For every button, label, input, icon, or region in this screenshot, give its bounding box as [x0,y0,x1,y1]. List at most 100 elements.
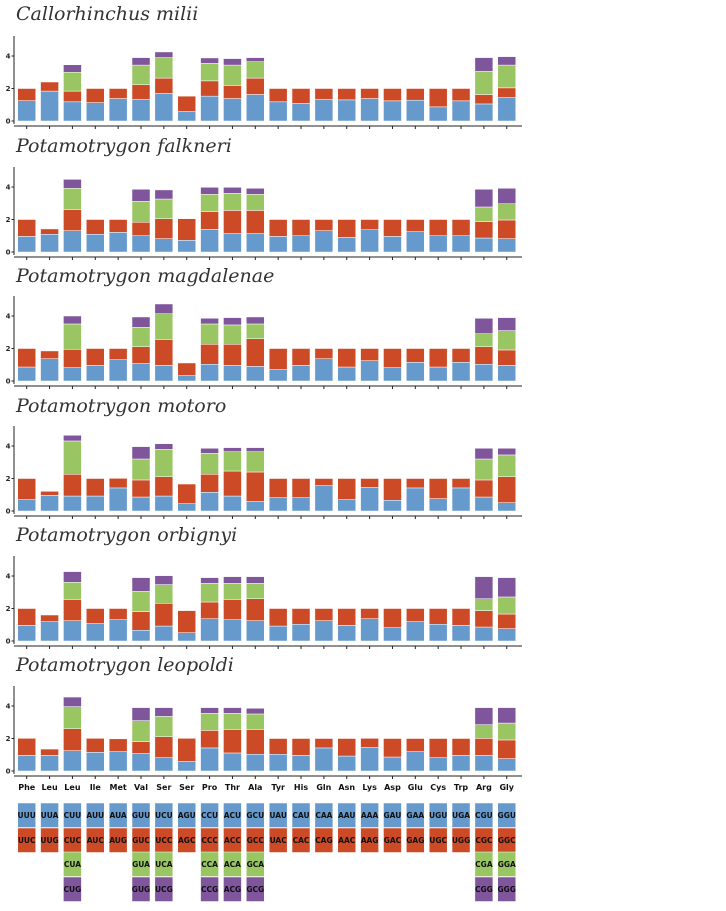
bar-segment-ugc [428,88,448,108]
bar-segment-uug [40,350,59,359]
codon-box [200,851,219,877]
bar-segment-ugg [451,478,471,489]
y-tick-label: 2 [6,475,11,483]
bar-segment-cca [200,194,219,212]
bar-segment-uca [154,313,174,340]
codon-label: AUU [86,811,104,820]
bar-segment-uga [451,487,471,512]
bar-segment-gcg [246,188,265,195]
bar-segment-uuc [17,478,36,500]
bar-segment-gag [406,478,425,489]
bar-segment-uau [268,369,288,382]
bar-segment-cgc [474,94,494,105]
bar-segment-ggc [497,87,517,98]
bar-segment-ccu [200,747,219,772]
bar-segment-cac [291,738,311,756]
bar-segment-guc [131,479,151,498]
bar-segment-gcc [246,471,265,502]
bar-segment-uca [154,57,174,79]
bar-segment-agu [177,632,196,642]
bar-segment-acu [223,752,242,772]
codon-label: AGU [178,811,196,820]
codon-label: UCC [155,836,173,845]
codon-label: GAA [406,811,424,820]
bar-segment-uga [451,362,471,382]
codon-box [497,876,517,902]
bar-segment-cau [291,624,311,642]
bar-segment-acc [223,599,242,620]
bar-segment-aag [360,738,379,748]
codon-label: GCC [247,836,265,845]
bar-segment-ucc [154,339,174,366]
bar-segment-gua [131,720,151,742]
codon-label: UCA [155,860,173,869]
bar-segment-gcc [246,338,265,367]
bar-segment-cga [474,206,494,222]
codon-box [131,851,151,877]
bar-segment-cga [474,724,494,739]
bar-segment-guc [131,611,151,631]
bar-segment-aug [108,608,128,620]
y-tick-label: 0 [6,638,11,646]
bar-segment-cag [314,219,334,231]
bar-segment-aau [337,755,356,772]
codon-label: AGC [178,836,196,845]
bar-segment-uua [40,234,59,253]
bar-segment-ucc [154,603,174,627]
bar-segment-cau [291,103,311,122]
bar-segment-aua [108,487,128,512]
category-label: Ser [179,783,194,792]
y-tick-label: 0 [6,378,11,386]
bar-segment-uug [40,748,59,756]
category-label: Asp [384,783,401,792]
y-tick-label: 0 [6,768,11,776]
category-label: Ile [90,783,102,792]
category-label: Leu [41,783,58,792]
category-label: Ser [156,783,171,792]
codon-box [451,827,471,853]
bar-segment-guc [131,346,151,364]
codon-box [474,802,494,828]
bar-segment-cca [200,453,219,475]
panel-0: Callorhinchus milii 0 2 4 [6,3,522,129]
codon-label: UUA [41,811,59,820]
bar-segment-cgg [474,576,494,600]
bar-segment-cua [63,323,82,350]
bar-segment-gug [131,57,151,66]
bar-segment-gca [246,583,265,599]
codon-box [63,802,82,828]
bar-segment-ugg [451,738,471,756]
codon-label: AAC [338,836,356,845]
panel-title: Potamotrygon orbignyi [15,524,237,546]
bar-segment-cau [291,497,311,512]
bar-segment-gau [383,756,402,772]
codon-label: GUU [132,811,150,820]
bar-segment-gca [246,61,265,79]
bar-segment-auc [86,348,105,366]
bar-segment-auu [86,623,105,642]
bar-segment-aaa [360,747,379,772]
bar-segment-gcc [246,210,265,234]
codon-box [246,851,265,877]
bar-segment-ucg [154,575,174,585]
codon-label: UAC [270,836,288,845]
codon-box [246,802,265,828]
codon-box [17,827,36,853]
bar-segment-gga [497,722,517,741]
codon-box [63,876,82,902]
bar-segment-gag [406,608,425,622]
bar-segment-caa [314,747,334,772]
bar-segment-cgc [474,610,494,628]
bar-segment-ccc [200,601,219,619]
bar-segment-cag [314,608,334,621]
codon-box [131,876,151,902]
bar-segment-aug [108,478,128,489]
bar-segment-uuu [17,755,36,772]
y-tick-label: 0 [6,508,11,516]
bar-segment-gcu [246,620,265,642]
bar-segment-aua [108,359,128,382]
bar-segment-cga [474,598,494,611]
category-label: Phe [18,783,36,792]
bar-segment-cgu [474,237,494,253]
bar-segment-gcc [246,77,265,95]
